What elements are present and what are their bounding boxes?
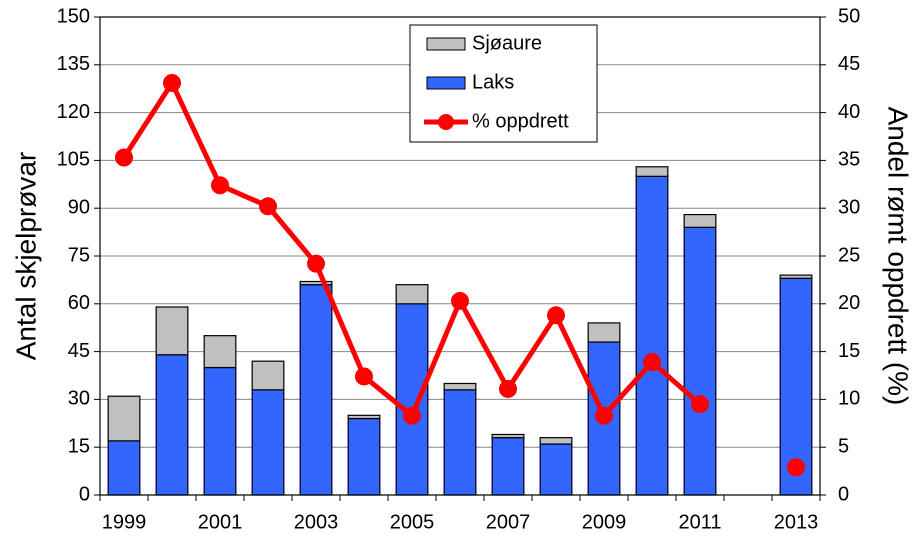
x-tick-label: 2011: [678, 511, 721, 533]
y-tick-label: 75: [68, 244, 90, 266]
line-marker: [259, 197, 277, 216]
y2-tick-label: 25: [838, 244, 860, 266]
y2-tick-label: 30: [838, 196, 860, 218]
bar: [683, 226, 717, 496]
legend-label: Laks: [472, 71, 514, 93]
bar: [539, 443, 573, 496]
x-tick-label: 2003: [294, 511, 339, 533]
bar: [347, 414, 381, 420]
legend-label: % oppdrett: [472, 110, 569, 132]
bar: [155, 354, 189, 496]
y-tick-label: 45: [68, 340, 90, 362]
bar: [443, 382, 477, 391]
y-tick-label: 150: [57, 5, 90, 27]
bar: [203, 366, 237, 496]
plot-border: [99, 16, 821, 496]
line-marker: [451, 291, 469, 310]
line-marker: [355, 367, 373, 386]
y2-tick-label: 5: [838, 435, 849, 457]
line-marker: [115, 148, 133, 167]
bar: [203, 335, 237, 369]
bar: [635, 166, 669, 177]
y-axis-title: Antal skjelprøvar: [10, 152, 41, 361]
y2-tick-label: 15: [838, 340, 860, 362]
x-tick-label: 1999: [102, 511, 147, 533]
y2-tick-label: 45: [838, 53, 860, 75]
line-marker: [211, 176, 229, 195]
line-marker: [787, 458, 805, 477]
x-tick-label: 2013: [774, 511, 819, 533]
y-tick-label: 135: [57, 53, 90, 75]
bar: [443, 389, 477, 496]
bar: [491, 433, 525, 439]
line-marker: [307, 254, 325, 273]
bar: [395, 284, 429, 305]
line-marker: [595, 406, 613, 425]
bar: [635, 175, 669, 496]
legend-marker: [438, 114, 454, 130]
bar: [539, 437, 573, 445]
bar: [491, 437, 525, 496]
legend-label: Sjøaure: [472, 32, 542, 54]
bar: [107, 395, 141, 442]
y2-tick-label: 0: [838, 483, 849, 505]
y2-axis-title: Andel rømt oppdrett (%): [883, 107, 914, 406]
x-tick-label: 2007: [486, 511, 531, 533]
y2-tick-label: 50: [838, 5, 860, 27]
line-marker: [403, 406, 421, 425]
line-marker: [499, 379, 517, 398]
line-marker: [163, 73, 181, 92]
line-marker: [547, 306, 565, 325]
bar: [779, 274, 813, 279]
legend-swatch: [426, 37, 466, 51]
line-marker: [643, 353, 661, 372]
y-tick-label: 105: [57, 149, 90, 171]
y-tick-label: 15: [68, 435, 90, 457]
bar: [299, 284, 333, 496]
bar: [683, 213, 717, 228]
y2-tick-label: 35: [838, 149, 860, 171]
y-tick-label: 120: [57, 101, 90, 123]
bar: [251, 389, 285, 496]
bar: [299, 280, 333, 286]
x-tick-label: 2005: [390, 511, 435, 533]
y2-tick-label: 20: [838, 292, 860, 314]
y-tick-label: 0: [79, 483, 90, 505]
bar: [155, 306, 189, 356]
x-tick-label: 2001: [198, 511, 243, 533]
bar: [587, 322, 621, 343]
line-marker: [691, 395, 709, 414]
bar: [251, 360, 285, 391]
bar: [395, 303, 429, 496]
y-tick-label: 60: [68, 292, 90, 314]
y2-tick-label: 10: [838, 388, 860, 410]
x-tick-label: 2009: [582, 511, 627, 533]
y-tick-label: 90: [68, 196, 90, 218]
y2-tick-label: 40: [838, 101, 860, 123]
legend-swatch: [426, 76, 466, 90]
y-tick-label: 30: [68, 388, 90, 410]
bar: [107, 440, 141, 496]
bar: [347, 417, 381, 496]
